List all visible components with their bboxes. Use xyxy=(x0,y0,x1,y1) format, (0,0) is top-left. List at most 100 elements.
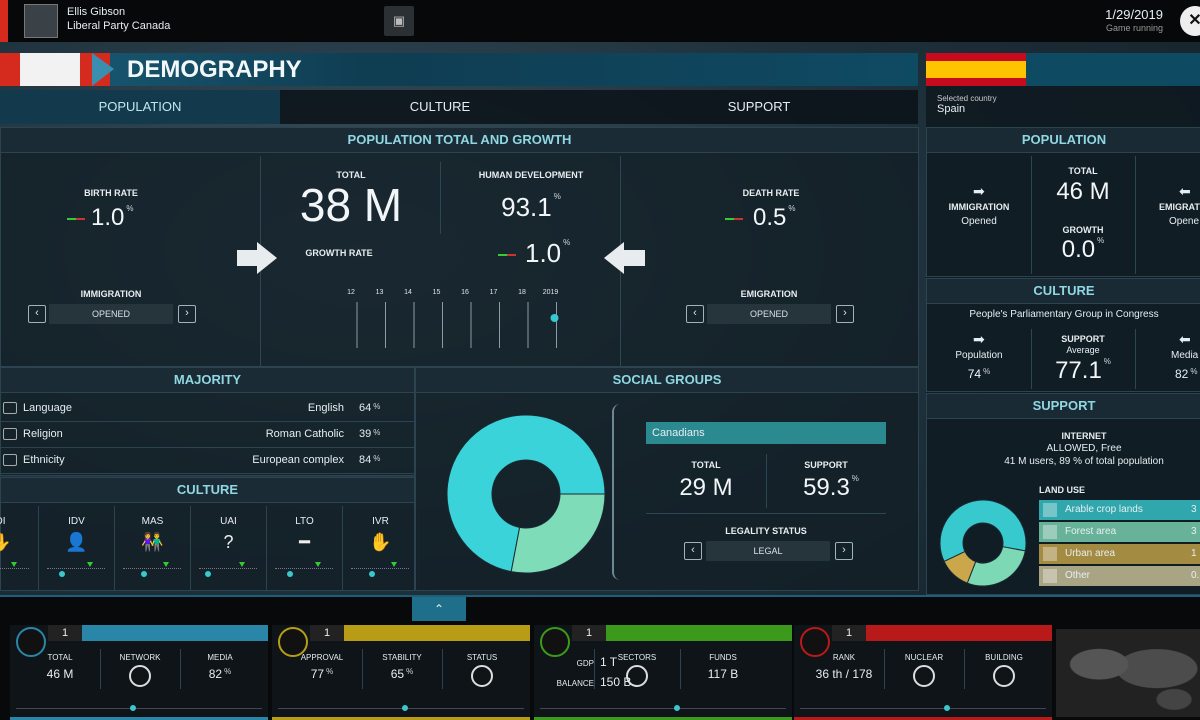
prev-button[interactable]: ‹ xyxy=(684,542,702,560)
dimension-marker xyxy=(287,571,293,577)
level-bar xyxy=(82,625,268,641)
stat-label: FUNDS xyxy=(709,653,737,662)
progress-line xyxy=(16,708,262,709)
row-value: European complex xyxy=(252,454,344,466)
value: 82 xyxy=(1175,367,1189,381)
level-bar xyxy=(344,625,530,641)
value: 0.5 xyxy=(753,204,787,231)
flag-band xyxy=(1026,53,1200,86)
total: 46 M xyxy=(1056,178,1110,205)
dimension-icon: ✋ xyxy=(369,532,392,552)
next-button[interactable]: › xyxy=(836,305,854,323)
unit: % xyxy=(983,367,991,376)
donut-segment xyxy=(943,550,977,584)
internet-label: INTERNET xyxy=(1061,431,1107,441)
stat-label: NETWORK xyxy=(119,653,161,662)
arrow-right xyxy=(237,250,259,266)
immigration-label: IMMIGRATION xyxy=(948,202,1010,212)
population-label: Population xyxy=(955,350,1003,361)
arrow-left-head xyxy=(604,242,624,274)
human-development: 93.1% xyxy=(451,192,611,223)
growth-rate: 1.0% xyxy=(525,238,570,269)
value: 36 th / 178 xyxy=(815,667,873,681)
date: 1/29/2019 xyxy=(1105,7,1163,22)
dimension-label: UAI xyxy=(220,516,237,527)
stat-icon xyxy=(626,665,648,687)
emigration-value[interactable]: OPENED xyxy=(707,304,831,324)
stat-label: TOTAL xyxy=(47,653,73,662)
dimension-icon: ━ xyxy=(299,532,310,552)
progress-line xyxy=(800,708,1046,709)
land-use-row: Forest area 3 xyxy=(1039,522,1200,542)
close-button[interactable]: ✕ xyxy=(1180,6,1200,36)
total-label: TOTAL xyxy=(336,170,366,180)
value: 77 xyxy=(310,667,325,681)
total: 38 M xyxy=(299,179,403,231)
section-title: POPULATION TOTAL AND GROWTH xyxy=(1,128,918,153)
section-title: CULTURE xyxy=(927,279,1200,304)
header: DEMOGRAPHY xyxy=(0,53,918,86)
divider xyxy=(440,162,441,234)
internet-value: ALLOWED, Free xyxy=(1046,443,1122,454)
legality-label: LEGALITY STATUS xyxy=(725,526,807,536)
tab[interactable]: POPULATION xyxy=(0,90,280,124)
bottom-bar: ⌃ 1 TOTAL 46 M NETWORK MEDIA 82% 1 APPROVAL 77% S… xyxy=(0,595,1200,720)
value: 1.0 xyxy=(525,238,562,268)
prev-button[interactable]: ‹ xyxy=(686,305,704,323)
divider xyxy=(362,649,363,689)
group-name: People's Parliamentary Group in Congress xyxy=(969,309,1159,320)
row-icon xyxy=(3,454,17,466)
culture-dimension: UAI? xyxy=(191,506,267,590)
row-label: Arable crop lands xyxy=(1065,504,1143,515)
group-total: 29 M xyxy=(679,474,733,501)
arrow-icon: ➡ xyxy=(973,331,985,347)
collapse-button[interactable]: ⌃ xyxy=(412,597,466,621)
media-share: 82% xyxy=(1175,367,1197,381)
row-icon xyxy=(1043,503,1057,517)
timeline-marker xyxy=(550,314,559,322)
group-name[interactable]: Canadians xyxy=(646,422,886,444)
trend-icon xyxy=(498,254,516,256)
timeline-label: 16 xyxy=(461,289,469,296)
tab[interactable]: CULTURE xyxy=(409,99,471,114)
stat-icon xyxy=(993,665,1015,687)
value: 1.0 xyxy=(91,204,125,231)
divider-h xyxy=(646,513,886,514)
donut-chart xyxy=(939,499,1027,587)
divider xyxy=(1135,156,1136,274)
row-icon xyxy=(3,402,17,414)
emigration-label: EMIGRATION xyxy=(740,289,798,299)
row-label: Urban area xyxy=(1065,548,1116,559)
progress-line xyxy=(278,708,524,709)
next-button[interactable]: › xyxy=(178,305,196,323)
arrow-right-head xyxy=(257,242,277,274)
legality-value[interactable]: LEGAL xyxy=(706,541,830,561)
dimension-icon: ? xyxy=(223,532,234,552)
level-bar xyxy=(866,625,1052,641)
row-label: Religion xyxy=(23,428,63,440)
internet-detail: 41 M users, 89 % of total population xyxy=(1004,456,1164,467)
next-button[interactable]: › xyxy=(835,542,853,560)
panel-footer xyxy=(534,717,792,720)
value: 0.0 xyxy=(1061,236,1096,263)
dimension-target xyxy=(163,562,169,567)
dimension-icon: 👫 xyxy=(141,532,164,552)
timeline-label: 2019 xyxy=(543,289,559,296)
culture-dimension: IVR ✋ xyxy=(343,506,419,590)
population-panel: POPULATION TOTAL AND GROWTH BIRTH RATE 1… xyxy=(0,127,919,367)
divider xyxy=(1031,156,1032,274)
country-panel: Selected country Spain POPULATION ➡ IMMI… xyxy=(926,53,1200,595)
row-value: 1 xyxy=(1191,548,1197,559)
chat-button[interactable]: ▣ xyxy=(384,6,414,36)
immigration-value[interactable]: OPENED xyxy=(49,304,173,324)
prev-button[interactable]: ‹ xyxy=(28,305,46,323)
row-value: Roman Catholic xyxy=(265,428,344,440)
progress-line xyxy=(540,708,786,709)
growth-label: GROWTH xyxy=(1062,225,1104,235)
bottom-panel: 1 RANK 36 th / 178 NUCLEAR BUILDING xyxy=(794,625,1052,720)
stat-label: RANK xyxy=(832,653,856,662)
world-map[interactable] xyxy=(1056,629,1200,717)
avatar[interactable] xyxy=(24,4,58,38)
tab[interactable]: SUPPORT xyxy=(727,99,791,114)
divider xyxy=(180,649,181,689)
